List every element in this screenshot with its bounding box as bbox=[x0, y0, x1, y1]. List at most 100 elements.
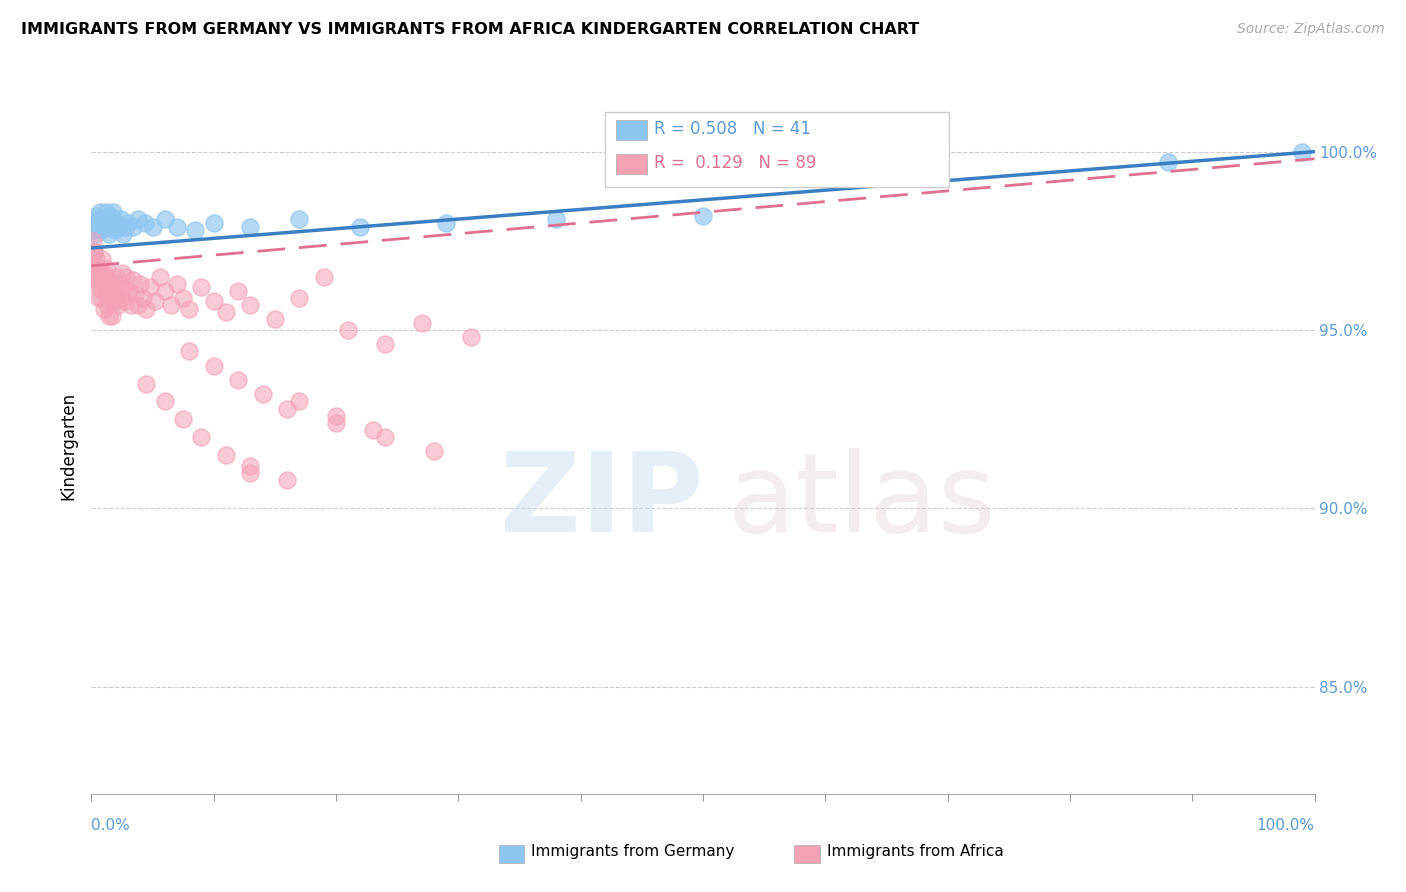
Point bbox=[1157, 155, 1180, 169]
Point bbox=[84, 259, 107, 273]
Point bbox=[239, 298, 262, 312]
Point bbox=[101, 309, 124, 323]
Point bbox=[312, 269, 335, 284]
Point bbox=[90, 273, 112, 287]
Point bbox=[94, 287, 117, 301]
Point bbox=[86, 266, 108, 280]
Text: atlas: atlas bbox=[727, 448, 995, 555]
Point bbox=[100, 219, 122, 234]
Point bbox=[91, 216, 114, 230]
Point bbox=[96, 298, 118, 312]
Point bbox=[120, 298, 142, 312]
Point bbox=[172, 412, 194, 426]
Point bbox=[252, 387, 274, 401]
Point bbox=[103, 280, 125, 294]
Point bbox=[1291, 145, 1313, 159]
Point bbox=[110, 212, 132, 227]
Point bbox=[361, 423, 384, 437]
Text: R =  0.129   N = 89: R = 0.129 N = 89 bbox=[654, 154, 815, 172]
Point bbox=[93, 266, 115, 280]
Point bbox=[349, 219, 371, 234]
Point bbox=[288, 394, 311, 409]
Point bbox=[90, 223, 112, 237]
Point bbox=[83, 216, 105, 230]
Point bbox=[135, 376, 157, 391]
Point bbox=[103, 205, 125, 219]
Point bbox=[82, 223, 104, 237]
Point bbox=[97, 309, 120, 323]
Point bbox=[190, 430, 212, 444]
Point bbox=[96, 216, 118, 230]
Point bbox=[288, 291, 311, 305]
Point bbox=[86, 280, 108, 294]
Point bbox=[93, 301, 115, 316]
Point bbox=[87, 277, 110, 291]
Point bbox=[86, 219, 108, 234]
Point bbox=[374, 337, 396, 351]
Y-axis label: Kindergarten: Kindergarten bbox=[59, 392, 77, 500]
Point bbox=[98, 287, 121, 301]
Point bbox=[112, 227, 135, 241]
Point bbox=[143, 294, 166, 309]
Text: Source: ZipAtlas.com: Source: ZipAtlas.com bbox=[1237, 22, 1385, 37]
Point bbox=[90, 277, 112, 291]
Point bbox=[202, 216, 225, 230]
Point bbox=[112, 294, 135, 309]
Point bbox=[202, 294, 225, 309]
Point bbox=[84, 259, 107, 273]
Point bbox=[226, 373, 249, 387]
Point bbox=[374, 430, 396, 444]
Point bbox=[104, 223, 127, 237]
Point bbox=[93, 219, 115, 234]
Point bbox=[546, 212, 568, 227]
Point bbox=[202, 359, 225, 373]
Point bbox=[100, 294, 122, 309]
Point bbox=[89, 262, 111, 277]
Point bbox=[83, 244, 105, 259]
Point bbox=[692, 209, 714, 223]
Point bbox=[87, 291, 110, 305]
Point bbox=[226, 284, 249, 298]
Point bbox=[83, 244, 105, 259]
Point bbox=[139, 280, 162, 294]
Text: 0.0%: 0.0% bbox=[91, 818, 131, 832]
Point bbox=[114, 269, 136, 284]
Point bbox=[129, 277, 152, 291]
Point bbox=[179, 301, 201, 316]
Point bbox=[215, 305, 238, 319]
Point bbox=[98, 284, 121, 298]
Point bbox=[94, 277, 117, 291]
Point bbox=[153, 212, 176, 227]
Point bbox=[97, 273, 120, 287]
Point bbox=[82, 234, 104, 248]
Point bbox=[172, 291, 194, 305]
Point bbox=[411, 316, 433, 330]
Point bbox=[84, 209, 107, 223]
Text: R = 0.508   N = 41: R = 0.508 N = 41 bbox=[654, 120, 811, 138]
Point bbox=[124, 287, 146, 301]
Point bbox=[91, 252, 114, 266]
Point bbox=[153, 394, 176, 409]
Point bbox=[190, 280, 212, 294]
Point bbox=[107, 298, 129, 312]
Point bbox=[135, 301, 157, 316]
Point bbox=[117, 284, 139, 298]
Point bbox=[423, 444, 446, 458]
Point bbox=[94, 205, 117, 219]
Point bbox=[149, 269, 172, 284]
Point bbox=[94, 287, 117, 301]
Point bbox=[89, 205, 111, 219]
Point bbox=[89, 266, 111, 280]
Point bbox=[134, 216, 156, 230]
Point bbox=[337, 323, 360, 337]
Point bbox=[239, 458, 262, 473]
Point bbox=[104, 294, 127, 309]
Point bbox=[127, 212, 149, 227]
Point bbox=[215, 448, 238, 462]
Point bbox=[288, 212, 311, 227]
Point bbox=[97, 227, 120, 241]
Text: ZIP: ZIP bbox=[499, 448, 703, 555]
Point bbox=[127, 298, 149, 312]
Point bbox=[94, 273, 117, 287]
Point bbox=[434, 216, 457, 230]
